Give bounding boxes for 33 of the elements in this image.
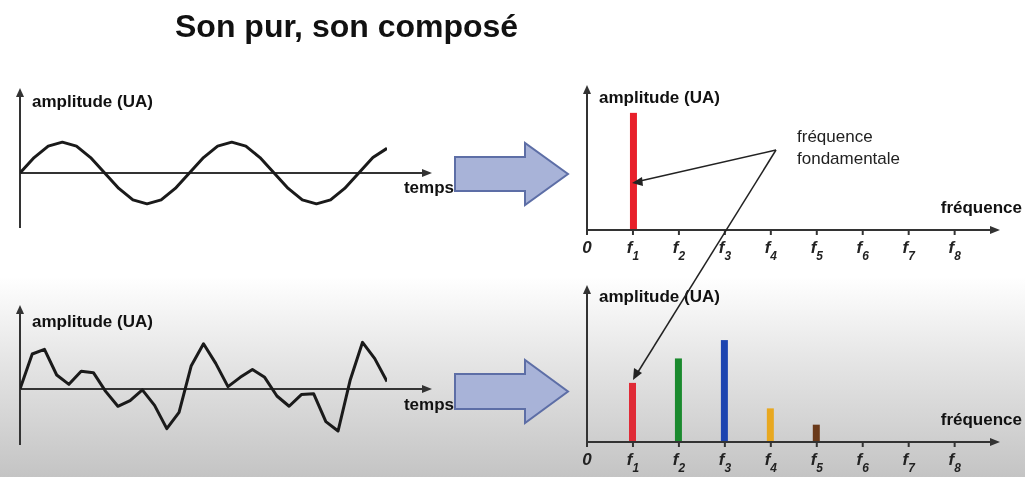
y-axis-title: amplitude (UA)	[599, 287, 720, 307]
bar	[812, 424, 820, 442]
x-tick-label: 0	[582, 238, 593, 257]
y-axis-title: amplitude (UA)	[32, 92, 153, 112]
annotation: fréquence fondamentale	[797, 126, 902, 170]
x-tick-label: f$_{7}$	[902, 238, 917, 263]
x-tick-label: f$_{4}$	[764, 450, 778, 475]
x-tick-label: f$_{8}$	[948, 238, 962, 263]
bar	[628, 382, 636, 442]
x-tick-label: f$_{1}$	[626, 238, 640, 263]
x-tick-label: f$_{4}$	[764, 238, 778, 263]
x-axis-title: temps	[403, 395, 454, 415]
y-axis-title: amplitude (UA)	[599, 88, 720, 108]
x-tick-label: f$_{6}$	[856, 450, 870, 475]
bar	[720, 340, 728, 442]
chart-title: Son pur, son composé	[175, 8, 519, 45]
x-tick-label: 0	[582, 450, 593, 469]
y-axis-title: amplitude (UA)	[32, 312, 153, 332]
bar	[766, 408, 774, 442]
x-tick-label: f$_{5}$	[810, 238, 824, 263]
x-tick-label: f$_{7}$	[902, 450, 917, 475]
x-tick-label: f$_{3}$	[718, 450, 732, 475]
x-tick-label: f$_{8}$	[948, 450, 962, 475]
bar	[674, 358, 682, 442]
x-axis-title: fréquence	[940, 410, 1022, 430]
x-tick-label: f$_{2}$	[672, 238, 686, 263]
x-tick-label: f$_{2}$	[672, 450, 686, 475]
x-tick-label: f$_{5}$	[810, 450, 824, 475]
x-tick-label: f$_{6}$	[856, 238, 870, 263]
x-tick-label: f$_{3}$	[718, 238, 732, 263]
x-axis-title: temps	[403, 178, 454, 198]
x-tick-label: f$_{1}$	[626, 450, 640, 475]
x-axis-title: fréquence	[940, 198, 1022, 218]
